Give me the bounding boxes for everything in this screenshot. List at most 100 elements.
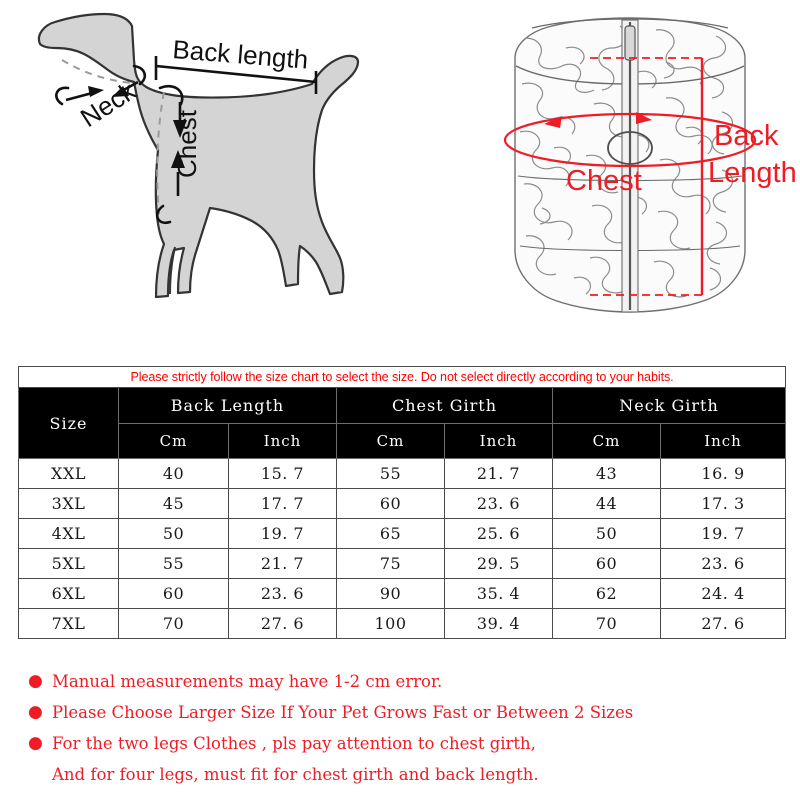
cell-size: 7XL [18, 608, 119, 639]
header-unit-back-inch: Inch [228, 422, 337, 459]
table-header-group-row: Size Back Length Chest Girth Neck Girth [18, 387, 787, 459]
neck-arrowhead-left [112, 86, 129, 97]
dog-chest-label: Chest [172, 109, 202, 178]
cell-neck-cm: 50 [552, 518, 661, 549]
vest-collar-top [531, 18, 729, 29]
cell-neck-cm: 62 [552, 578, 661, 609]
cell-back-inch: 19. 7 [228, 518, 337, 549]
cell-back-cm: 60 [118, 578, 229, 609]
cell-chest-inch: 23. 6 [444, 488, 553, 519]
cell-neck-inch: 17. 3 [659, 488, 787, 519]
cell-back-cm: 70 [118, 608, 229, 639]
illustrations-panel: Back length Neck Chest [0, 0, 800, 355]
cell-neck-inch: 27. 6 [659, 608, 787, 639]
vest-back-length-label-line1: Back [714, 120, 779, 152]
chest-girth-ellipse [503, 112, 757, 168]
vest-chest-label: Chest [566, 165, 642, 197]
cell-back-inch: 21. 7 [228, 548, 337, 579]
note-item: ● Please Choose Larger Size If Your Pet … [28, 697, 788, 728]
chest-arrowhead-up [171, 150, 185, 168]
cell-chest-inch: 25. 6 [444, 518, 553, 549]
cell-neck-inch: 23. 6 [659, 548, 787, 579]
cell-chest-inch: 39. 4 [444, 608, 553, 639]
note-continuation: And for four legs, must fit for chest gi… [52, 765, 539, 784]
header-unit-chest-cm: Cm [336, 422, 445, 459]
notes-list: ● Manual measurements may have 1-2 cm er… [28, 666, 788, 790]
vest-d-ring [607, 131, 653, 165]
cell-size: 5XL [18, 548, 119, 579]
cell-back-cm: 45 [118, 488, 229, 519]
header-unit-chest-inch: Inch [444, 422, 553, 459]
cell-neck-cm: 43 [552, 458, 661, 489]
cell-back-inch: 15. 7 [228, 458, 337, 489]
cell-neck-cm: 44 [552, 488, 661, 519]
size-chart-notice: Please strictly follow the size chart to… [17, 366, 787, 388]
camo-pattern [517, 25, 734, 298]
cell-back-cm: 55 [118, 548, 229, 579]
cell-chest-inch: 29. 5 [444, 548, 553, 579]
cell-back-inch: 27. 6 [228, 608, 337, 639]
garment-diagram: Chest Back Length [503, 17, 797, 313]
neck-guide-dashed [61, 59, 132, 84]
bullet-icon: ● [28, 733, 43, 753]
cell-back-cm: 40 [118, 458, 229, 489]
dog-diagram: Back length Neck Chest [37, 12, 360, 299]
cell-back-inch: 23. 6 [228, 578, 337, 609]
cell-size: XXL [18, 458, 119, 489]
header-back-length: Back Length [118, 387, 337, 424]
chest-guide-dashed [156, 91, 165, 215]
cell-neck-inch: 16. 9 [659, 458, 787, 489]
header-chest-girth: Chest Girth [336, 387, 553, 424]
cell-neck-cm: 70 [552, 608, 661, 639]
bullet-icon: ● [28, 671, 43, 691]
header-unit-neck-inch: Inch [659, 422, 787, 459]
chest-arrowhead-down [173, 120, 187, 138]
header-unit-neck-cm: Cm [552, 422, 661, 459]
chest-arrowhead-right [636, 112, 652, 124]
header-neck-girth: Neck Girth [551, 387, 787, 424]
vest-zipper-pull [624, 25, 636, 61]
dog-neck-label: Neck [75, 75, 142, 133]
table-header-unit-row: Cm Inch Cm Inch Cm Inch [19, 422, 787, 459]
cell-neck-inch: 19. 7 [659, 518, 787, 549]
neck-arrowhead-right [88, 86, 104, 97]
cell-size: 3XL [18, 488, 119, 519]
cell-chest-inch: 35. 4 [444, 578, 553, 609]
table-row: 4XL 50 19. 7 65 25. 6 50 19. 7 [18, 518, 787, 549]
table-notice-row: Please strictly follow the size chart to… [17, 366, 787, 388]
cell-chest-cm: 75 [336, 548, 445, 579]
dog-silhouette [37, 12, 360, 299]
table-row: 7XL 70 27. 6 100 39. 4 70 27. 6 [18, 608, 787, 639]
note-item: ● For the two legs Clothes , pls pay att… [28, 728, 788, 759]
table-row: 5XL 55 21. 7 75 29. 5 60 23. 6 [18, 548, 787, 579]
cell-size: 4XL [18, 518, 119, 549]
vest-back-length-label-line2: Length [708, 157, 797, 189]
note-text: Please Choose Larger Size If Your Pet Gr… [52, 703, 634, 722]
bullet-icon: ● [28, 702, 43, 722]
cell-back-cm: 50 [118, 518, 229, 549]
cell-chest-cm: 55 [336, 458, 445, 489]
cell-size: 6XL [18, 578, 119, 609]
chest-arrowhead-left [544, 116, 562, 128]
table-row: XXL 40 15. 7 55 21. 7 43 16. 9 [18, 458, 787, 489]
back-length-measure-line [155, 64, 317, 84]
size-table: Please strictly follow the size chart to… [17, 366, 787, 639]
cell-chest-cm: 90 [336, 578, 445, 609]
cell-back-inch: 17. 7 [228, 488, 337, 519]
note-item: ● Manual measurements may have 1-2 cm er… [28, 666, 788, 697]
cell-neck-cm: 60 [552, 548, 661, 579]
cell-chest-inch: 21. 7 [444, 458, 553, 489]
note-text: For the two legs Clothes , pls pay atten… [52, 734, 536, 753]
neck-arrow-wrap [55, 86, 70, 106]
note-text: Manual measurements may have 1-2 cm erro… [52, 672, 443, 691]
cell-chest-cm: 60 [336, 488, 445, 519]
dog-front-leg-split [169, 246, 176, 295]
table-row: 3XL 45 17. 7 60 23. 6 44 17. 3 [18, 488, 787, 519]
header-size: Size [18, 387, 119, 459]
cell-chest-cm: 100 [336, 608, 445, 639]
neck-arrow-top-curl [132, 64, 147, 86]
size-table-container: Please strictly follow the size chart to… [17, 366, 787, 639]
chest-arrow-top-curl [158, 84, 184, 106]
cell-chest-cm: 65 [336, 518, 445, 549]
